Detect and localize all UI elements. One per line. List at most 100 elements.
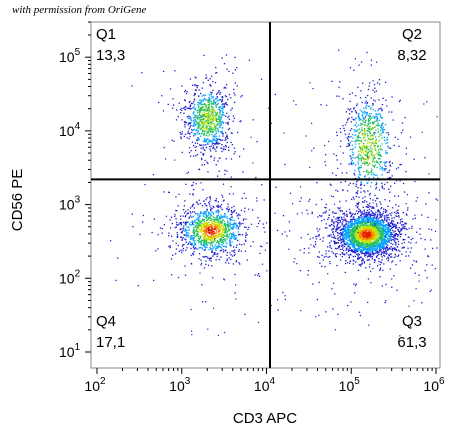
event-dot <box>324 266 326 268</box>
event-dot <box>315 236 317 238</box>
event-dot <box>205 199 207 201</box>
event-dot <box>396 238 398 240</box>
event-dot <box>233 226 235 228</box>
event-dot <box>198 89 200 91</box>
event-dot <box>396 210 398 212</box>
event-dot <box>405 222 407 225</box>
event-dot <box>219 120 221 123</box>
event-dot <box>216 214 218 217</box>
event-dot <box>208 257 210 259</box>
event-dot <box>232 250 235 252</box>
event-dot <box>188 107 190 109</box>
event-dot <box>222 226 225 229</box>
event-dot <box>212 89 214 91</box>
event-dot <box>218 225 221 227</box>
event-dot <box>383 241 385 244</box>
event-dot <box>370 222 372 225</box>
event-dot <box>375 136 377 138</box>
event-dot <box>202 121 204 124</box>
event-dot <box>204 243 206 245</box>
event-dot <box>217 201 219 203</box>
event-dot <box>175 242 177 245</box>
event-dot <box>205 122 207 124</box>
event-dot <box>213 219 215 221</box>
event-dot <box>331 288 333 290</box>
event-dot <box>375 90 377 92</box>
event-dot <box>175 218 177 220</box>
event-dot <box>372 231 374 233</box>
event-dot <box>360 249 362 251</box>
event-dot <box>190 254 192 257</box>
event-dot <box>357 248 359 250</box>
event-dot <box>381 148 383 151</box>
event-dot <box>374 252 376 254</box>
event-dot <box>259 252 261 255</box>
event-dot <box>378 248 381 250</box>
event-dot <box>379 161 381 163</box>
event-dot <box>371 226 373 228</box>
event-dot <box>209 224 212 226</box>
event-dot <box>321 198 323 201</box>
event-dot <box>369 232 371 234</box>
event-dot <box>341 228 343 230</box>
event-dot <box>367 206 369 208</box>
event-dot <box>189 123 191 125</box>
event-dot <box>211 226 213 228</box>
event-dot <box>371 258 373 260</box>
event-dot <box>410 238 412 241</box>
event-dot <box>375 203 378 205</box>
event-dot <box>209 219 211 222</box>
event-dot <box>189 100 191 103</box>
event-dot <box>370 107 372 109</box>
event-dot <box>229 252 231 254</box>
event-dot <box>228 262 230 264</box>
event-dot <box>365 214 367 216</box>
event-dot <box>212 115 214 117</box>
event-dot <box>203 218 206 221</box>
event-dot <box>197 125 199 127</box>
event-dot <box>381 232 383 234</box>
event-dot <box>398 231 401 233</box>
event-dot <box>401 228 403 230</box>
event-dot <box>192 113 194 115</box>
event-dot <box>347 224 349 227</box>
event-dot <box>195 129 197 132</box>
event-dot <box>214 246 216 248</box>
event-dot <box>221 96 223 98</box>
event-dot <box>370 256 372 258</box>
event-dot <box>427 216 429 219</box>
event-dot <box>196 202 198 204</box>
event-dot <box>204 246 206 248</box>
event-dot <box>373 244 375 246</box>
event-dot <box>360 222 362 224</box>
event-dot <box>181 231 184 233</box>
event-dot <box>331 251 333 253</box>
event-dot <box>361 133 364 135</box>
event-dot <box>163 146 165 149</box>
event-dot <box>348 229 351 231</box>
event-dot <box>199 215 201 217</box>
event-dot <box>207 130 209 133</box>
event-dot <box>385 250 387 252</box>
event-dot <box>205 76 208 79</box>
event-dot <box>206 223 209 225</box>
event-dot <box>367 228 369 230</box>
event-dot <box>373 216 375 219</box>
event-dot <box>358 227 360 229</box>
event-dot <box>405 227 407 230</box>
event-dot <box>378 153 380 155</box>
event-dot <box>380 235 382 237</box>
event-dot <box>194 226 197 228</box>
event-dot <box>197 121 200 123</box>
event-dot <box>394 253 396 255</box>
event-dot <box>365 223 367 225</box>
event-dot <box>217 210 219 212</box>
event-dot <box>377 210 379 212</box>
event-dot <box>199 246 201 249</box>
event-dot <box>391 248 393 251</box>
event-dot <box>193 123 195 125</box>
event-dot <box>385 247 387 249</box>
event-dot <box>226 260 228 262</box>
event-dot <box>185 183 187 185</box>
event-dot <box>375 139 378 141</box>
